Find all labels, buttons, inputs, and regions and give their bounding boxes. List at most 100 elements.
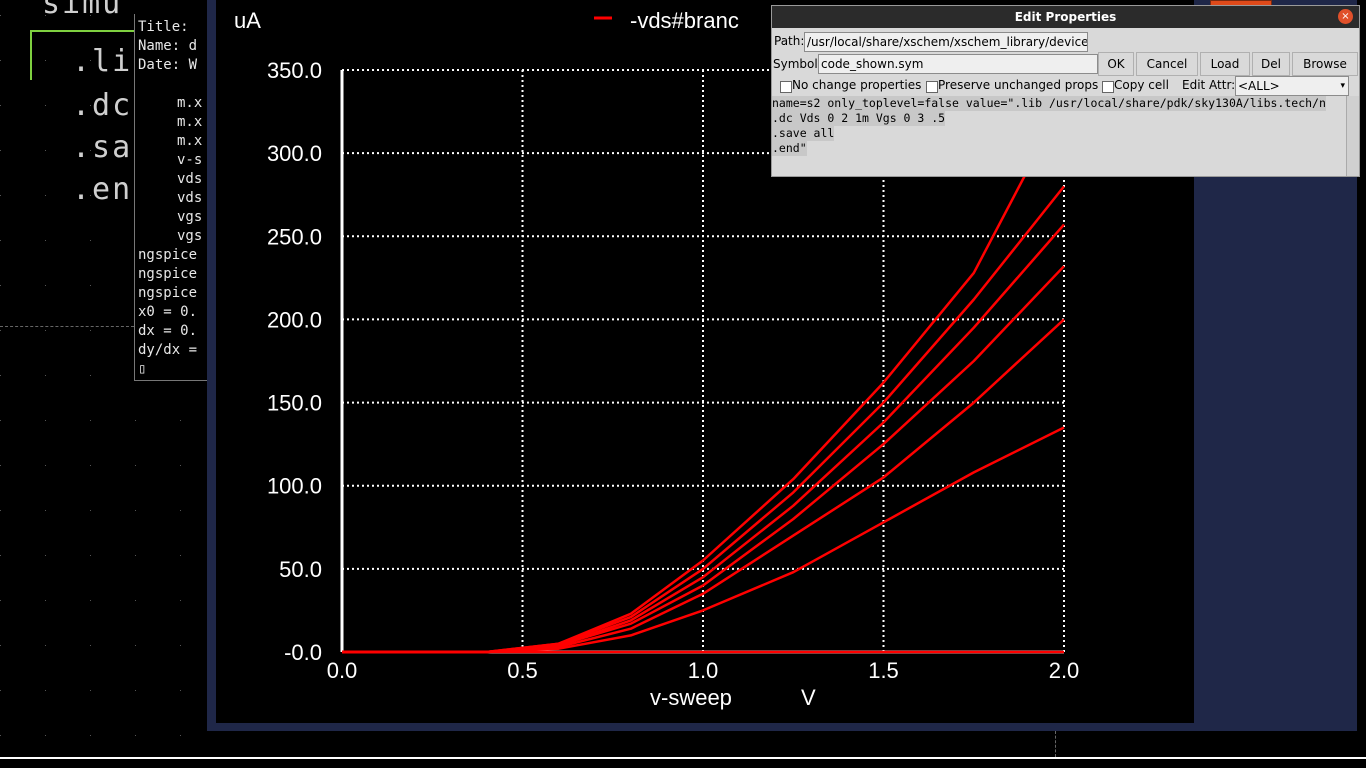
grid-dot bbox=[45, 510, 46, 511]
copy-cell-label: Copy cell bbox=[1114, 78, 1169, 92]
text-line: .end" bbox=[772, 141, 807, 156]
terminal-line: ngspice bbox=[138, 247, 198, 263]
grid-dot bbox=[45, 330, 46, 331]
grid-dot bbox=[0, 15, 1, 16]
edit-attr-label: Edit Attr: bbox=[1182, 78, 1236, 92]
terminal-cursor: ▯ bbox=[138, 361, 147, 377]
grid-dot bbox=[0, 690, 1, 691]
edit-attr-value: <ALL> bbox=[1238, 79, 1280, 93]
properties-text-area[interactable]: name=s2 only_toplevel=false value=".lib … bbox=[772, 96, 1345, 176]
grid-dot bbox=[0, 510, 1, 511]
grid-dot bbox=[90, 375, 91, 376]
grid-dot bbox=[45, 600, 46, 601]
legend-label[interactable]: -vds#branc bbox=[630, 8, 739, 33]
text-line: name=s2 only_toplevel=false value=".lib … bbox=[772, 96, 1326, 111]
browse-button[interactable]: Browse bbox=[1292, 52, 1358, 76]
del-button[interactable]: Del bbox=[1252, 52, 1290, 76]
grid-dot bbox=[45, 285, 46, 286]
terminal-line: Name: d bbox=[138, 38, 198, 54]
grid-dot bbox=[0, 150, 1, 151]
grid-dot bbox=[45, 15, 46, 16]
ok-button[interactable]: OK bbox=[1098, 52, 1134, 76]
code-line-0: simu bbox=[42, 0, 123, 21]
grid-dot bbox=[180, 690, 181, 691]
terminal-line: x0 = 0. bbox=[138, 304, 198, 320]
terminal-line: vgs bbox=[177, 228, 203, 244]
grid-dot bbox=[0, 60, 1, 61]
code-line-3: .sa bbox=[72, 130, 133, 165]
symbol-field[interactable]: code_shown.sym bbox=[818, 54, 1098, 74]
terminal-line: vds bbox=[177, 190, 203, 206]
grid-dot bbox=[135, 600, 136, 601]
grid-dot bbox=[90, 510, 91, 511]
grid-dot bbox=[45, 375, 46, 376]
cancel-button[interactable]: Cancel bbox=[1136, 52, 1198, 76]
y-tick-label: 350.0 bbox=[267, 58, 322, 83]
x-tick-label: 1.0 bbox=[688, 658, 719, 683]
grid-dot bbox=[0, 195, 1, 196]
grid-dot bbox=[135, 555, 136, 556]
preserve-checkbox[interactable] bbox=[926, 81, 938, 93]
grid-dot bbox=[180, 555, 181, 556]
grid-dot bbox=[135, 735, 136, 736]
grid-dot bbox=[135, 690, 136, 691]
text-area-scrollbar[interactable] bbox=[1346, 96, 1359, 176]
edit-properties-dialog[interactable]: Edit Properties × Path: /usr/local/share… bbox=[771, 5, 1360, 177]
grid-dot bbox=[0, 465, 1, 466]
code-line-1: .li bbox=[72, 44, 133, 79]
y-tick-label: 200.0 bbox=[267, 307, 322, 332]
ngspice-terminal[interactable]: Title: Name: d Date: W m.x m.x m.x v-s v… bbox=[134, 14, 215, 381]
x-tick-label: 1.5 bbox=[868, 658, 899, 683]
grid-dot bbox=[0, 105, 1, 106]
edit-attr-select[interactable]: <ALL> ▾ bbox=[1235, 76, 1349, 96]
grid-dot bbox=[0, 420, 1, 421]
grid-dot bbox=[0, 285, 1, 286]
preserve-label: Preserve unchanged props bbox=[938, 78, 1099, 92]
grid-dot bbox=[180, 465, 181, 466]
code-block-border bbox=[30, 30, 137, 80]
grid-dot bbox=[90, 195, 91, 196]
dialog-title: Edit Properties bbox=[772, 6, 1359, 28]
x-tick-label: 2.0 bbox=[1049, 658, 1080, 683]
copy-cell-checkbox[interactable] bbox=[1102, 81, 1114, 93]
grid-dot bbox=[90, 15, 91, 16]
terminal-line: m.x bbox=[177, 133, 203, 149]
terminal-line: vds bbox=[177, 171, 203, 187]
path-field[interactable]: /usr/local/share/xschem/xschem_library/d… bbox=[804, 32, 1088, 52]
y-axis-unit: uA bbox=[234, 8, 261, 33]
load-button[interactable]: Load bbox=[1200, 52, 1250, 76]
no-change-checkbox[interactable] bbox=[780, 81, 792, 93]
close-icon[interactable]: × bbox=[1338, 9, 1353, 24]
grid-dot bbox=[90, 150, 91, 151]
grid-dot bbox=[0, 375, 1, 376]
grid-dot bbox=[90, 600, 91, 601]
grid-dot bbox=[0, 555, 1, 556]
grid-dot bbox=[180, 600, 181, 601]
grid-dot bbox=[135, 510, 136, 511]
grid-dot bbox=[90, 105, 91, 106]
grid-dot bbox=[135, 465, 136, 466]
series-line-6 bbox=[342, 169, 1030, 654]
x-tick-label: 0.5 bbox=[507, 658, 538, 683]
code-line-2: .dc bbox=[72, 88, 133, 123]
x-tick-label: 0.0 bbox=[327, 658, 358, 683]
grid-dot bbox=[90, 735, 91, 736]
x-axis-unit: V bbox=[801, 685, 816, 710]
grid-dot bbox=[135, 420, 136, 421]
grid-dot bbox=[90, 690, 91, 691]
grid-dot bbox=[180, 645, 181, 646]
grid-dot bbox=[90, 285, 91, 286]
code-line-4: .en bbox=[72, 172, 133, 207]
terminal-line: ngspice bbox=[138, 285, 198, 301]
path-label: Path: bbox=[774, 34, 805, 48]
terminal-line: m.x bbox=[177, 95, 203, 111]
grid-dot bbox=[135, 645, 136, 646]
chevron-down-icon: ▾ bbox=[1340, 81, 1345, 91]
terminal-line: m.x bbox=[177, 114, 203, 130]
dashed-wire bbox=[0, 326, 134, 327]
grid-dot bbox=[90, 465, 91, 466]
series-line-4 bbox=[342, 223, 1065, 654]
terminal-line: dx = 0. bbox=[138, 323, 198, 339]
grid-dot bbox=[45, 735, 46, 736]
y-tick-label: 250.0 bbox=[267, 224, 322, 249]
